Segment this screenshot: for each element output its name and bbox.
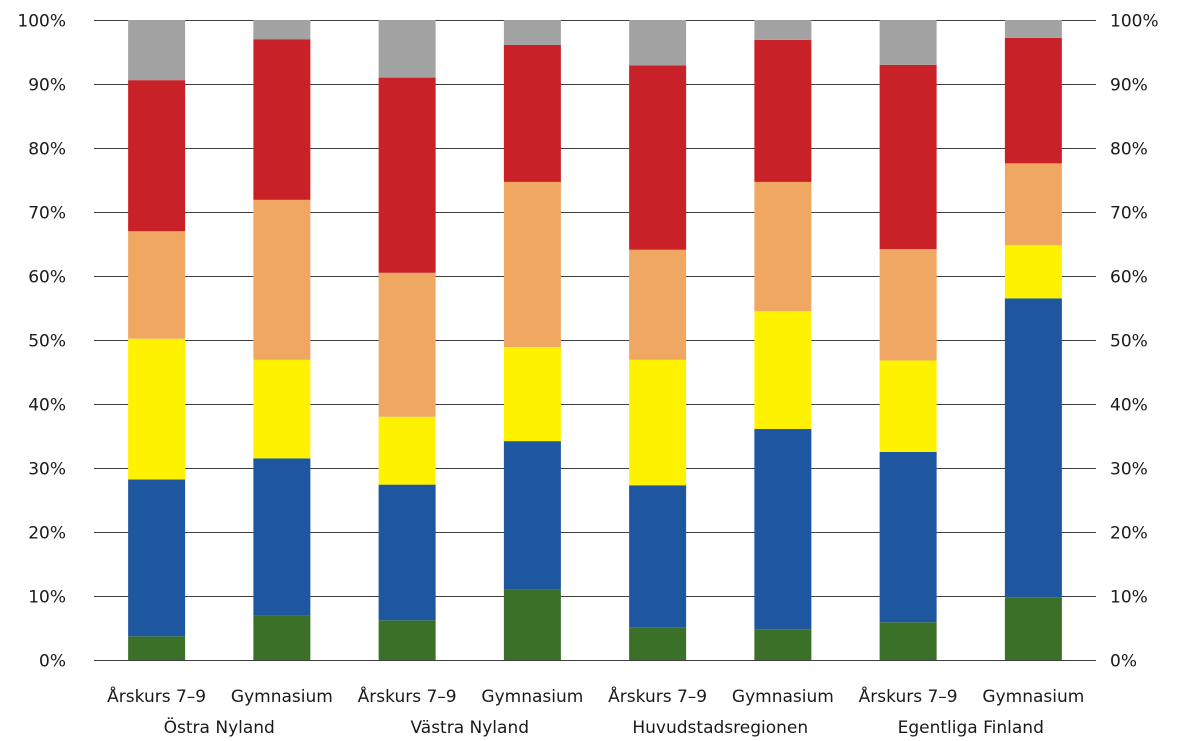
bar-segment-3 bbox=[879, 360, 937, 452]
bar-segment-6 bbox=[378, 20, 436, 78]
bar-segment-2 bbox=[879, 452, 937, 623]
bar-segment-3 bbox=[754, 311, 812, 429]
bar-segment-1 bbox=[1004, 597, 1062, 660]
bar-segment-2 bbox=[503, 441, 561, 590]
y-tick-label-left: 90% bbox=[28, 76, 66, 96]
x-tick-label: Gymnasium bbox=[481, 687, 583, 707]
bar-segment-5 bbox=[754, 39, 812, 182]
bar-segment-1 bbox=[128, 636, 186, 660]
y-tick-label-left: 80% bbox=[28, 140, 66, 160]
y-tick-label-right: 0% bbox=[1110, 652, 1137, 672]
bar-segment-5 bbox=[1004, 37, 1062, 164]
bar-segment-1 bbox=[879, 622, 937, 660]
bar-segment-3 bbox=[378, 416, 436, 485]
bars bbox=[128, 20, 1062, 660]
bar-segment-5 bbox=[503, 44, 561, 182]
bar-segment-5 bbox=[128, 80, 186, 232]
y-tick-label-right: 60% bbox=[1110, 268, 1148, 288]
bar-segment-4 bbox=[629, 249, 687, 360]
y-tick-label-right: 70% bbox=[1110, 204, 1148, 224]
bar-segment-3 bbox=[253, 359, 311, 459]
bar-segment-2 bbox=[253, 458, 311, 616]
bar-segment-6 bbox=[128, 20, 186, 81]
y-tick-label-left: 30% bbox=[28, 460, 66, 480]
y-tick-label-left: 60% bbox=[28, 268, 66, 288]
x-tick-label: Gymnasium bbox=[732, 687, 834, 707]
gridlines bbox=[94, 20, 1096, 661]
bar-segment-4 bbox=[128, 231, 186, 339]
x-tick-label: Årskurs 7–9 bbox=[859, 685, 958, 707]
group-labels: Östra Nyland Västra Nyland Huvudstadsregio… bbox=[164, 716, 1044, 738]
bar-segment-5 bbox=[253, 39, 311, 200]
y-tick-label-right: 10% bbox=[1110, 588, 1148, 608]
group-label: Östra Nyland bbox=[164, 716, 275, 738]
bar-segment-6 bbox=[253, 20, 311, 40]
right-y-axis-labels: 0% 10% 20% 30% 40% 50% 60% 70% 80% 90% 100% bbox=[1110, 12, 1159, 672]
bar-segment-4 bbox=[754, 181, 812, 312]
bar-segment-1 bbox=[754, 629, 812, 660]
x-tick-label: Gymnasium bbox=[982, 687, 1084, 707]
y-tick-label-right: 20% bbox=[1110, 524, 1148, 544]
bar-segment-2 bbox=[378, 484, 436, 621]
bar-segment-2 bbox=[629, 485, 687, 628]
y-tick-label-right: 30% bbox=[1110, 460, 1148, 480]
bar-segment-3 bbox=[503, 347, 561, 442]
y-tick-label-right: 80% bbox=[1110, 140, 1148, 160]
bar-segment-1 bbox=[378, 620, 436, 660]
group-label: Västra Nyland bbox=[410, 718, 529, 738]
bar-segment-3 bbox=[1004, 245, 1062, 299]
bar-segment-2 bbox=[754, 428, 812, 630]
y-tick-label-left: 20% bbox=[28, 524, 66, 544]
y-tick-label-right: 50% bbox=[1110, 332, 1148, 352]
bar-segment-6 bbox=[754, 20, 812, 40]
left-y-axis-labels: 0% 10% 20% 30% 40% 50% 60% 70% 80% 90% 100% bbox=[17, 12, 66, 672]
bar-segment-5 bbox=[378, 77, 436, 273]
group-label: Huvudstadsregionen bbox=[632, 718, 808, 738]
bar-segment-4 bbox=[253, 199, 311, 360]
x-tick-label: Årskurs 7–9 bbox=[358, 685, 457, 707]
x-tick-label: Gymnasium bbox=[231, 687, 333, 707]
bar-segment-6 bbox=[1004, 20, 1062, 38]
bar-segment-4 bbox=[1004, 163, 1062, 246]
bar-segment-3 bbox=[128, 338, 186, 480]
y-tick-label-right: 100% bbox=[1110, 12, 1159, 32]
bar-segment-5 bbox=[629, 65, 687, 250]
bar-segment-1 bbox=[503, 589, 561, 660]
bar-segment-6 bbox=[879, 20, 937, 65]
y-tick-label-left: 70% bbox=[28, 204, 66, 224]
bar-segment-4 bbox=[378, 272, 436, 417]
bar-segment-1 bbox=[253, 615, 311, 660]
bar-segment-5 bbox=[879, 64, 937, 250]
y-tick-label-right: 40% bbox=[1110, 396, 1148, 416]
group-label: Egentliga Finland bbox=[898, 718, 1044, 738]
y-tick-label-left: 50% bbox=[28, 332, 66, 352]
bar-segment-4 bbox=[503, 181, 561, 348]
y-tick-label-right: 90% bbox=[1110, 76, 1148, 96]
x-tick-label: Årskurs 7–9 bbox=[608, 685, 707, 707]
bar-segment-2 bbox=[128, 479, 186, 637]
y-tick-label-left: 40% bbox=[28, 396, 66, 416]
bar-segment-2 bbox=[1004, 298, 1062, 598]
y-tick-label-left: 0% bbox=[39, 652, 66, 672]
y-tick-label-left: 10% bbox=[28, 588, 66, 608]
x-tick-label: Årskurs 7–9 bbox=[107, 685, 206, 707]
bar-segment-6 bbox=[503, 20, 561, 45]
category-labels: Årskurs 7–9 Gymnasium Årskurs 7–9 Gymnasium… bbox=[107, 685, 1084, 707]
bar-segment-3 bbox=[629, 359, 687, 486]
bar-segment-4 bbox=[879, 249, 937, 361]
bar-segment-1 bbox=[629, 627, 687, 660]
bar-segment-6 bbox=[629, 20, 687, 66]
y-tick-label-left: 100% bbox=[17, 12, 66, 32]
